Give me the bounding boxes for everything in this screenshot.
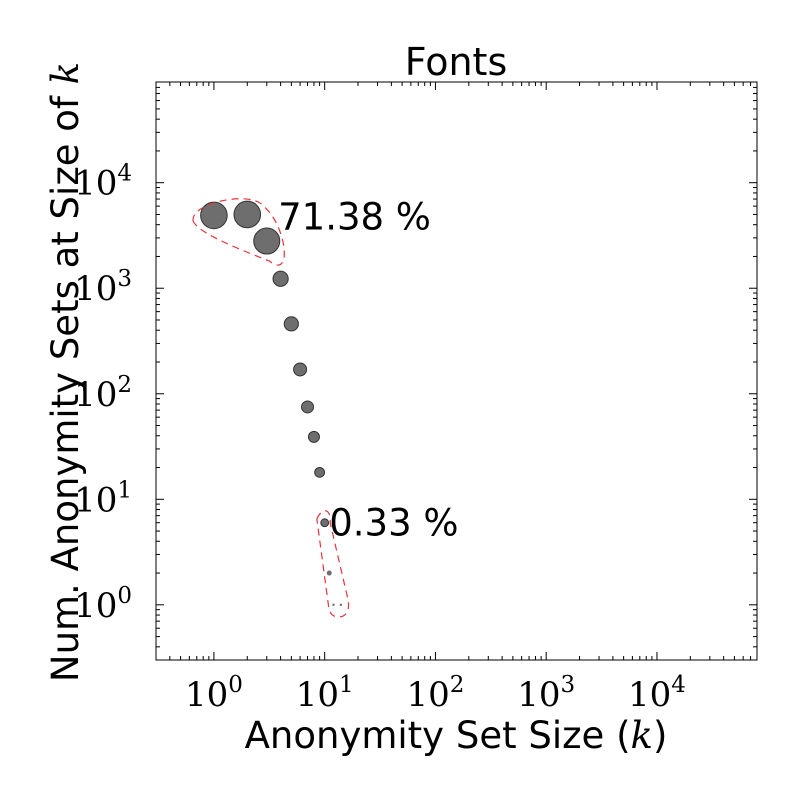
- data-point: [326, 570, 332, 576]
- labels-layer: Fonts Anonymity Set Size (k) Num. Anonym…: [44, 40, 667, 757]
- marks-layer: [200, 200, 343, 607]
- y-tick-label: 104: [74, 161, 132, 204]
- y-tick-label: 103: [74, 266, 132, 309]
- data-point: [283, 316, 299, 332]
- data-point: [253, 227, 281, 255]
- annotation-label: 71.38 %: [278, 195, 431, 238]
- data-point: [314, 466, 326, 478]
- y-tick-label: 101: [74, 477, 132, 520]
- data-point: [301, 400, 315, 414]
- x-tick-label: 104: [628, 672, 686, 715]
- chart-title: Fonts: [405, 40, 508, 84]
- y-axis-label: Num. Anonymity Sets at Size of k: [44, 62, 87, 682]
- highlight-layer: [192, 198, 350, 618]
- x-tick-label: 102: [406, 672, 464, 715]
- data-point: [293, 362, 308, 377]
- data-point: [272, 270, 289, 287]
- annotation-label: 0.33 %: [329, 502, 458, 545]
- data-point: [339, 603, 343, 607]
- data-point: [320, 518, 330, 528]
- data-point: [233, 200, 262, 229]
- x-axis-label: Anonymity Set Size (k): [245, 714, 668, 757]
- axes-frame: [155, 81, 758, 661]
- highlight-group-top: [192, 198, 285, 266]
- data-point: [332, 603, 335, 607]
- y-tick-label: 102: [74, 372, 132, 415]
- data-point: [307, 430, 320, 443]
- highlight-group-bottom: [316, 510, 350, 618]
- ticks-layer: 100 101 102 103 104 100 101 102 103 104: [74, 82, 757, 715]
- x-tick-label: 100: [185, 672, 243, 715]
- x-tick-label: 101: [296, 672, 354, 715]
- data-point: [200, 201, 228, 230]
- y-tick-label: 100: [74, 583, 132, 626]
- x-tick-label: 103: [517, 672, 575, 715]
